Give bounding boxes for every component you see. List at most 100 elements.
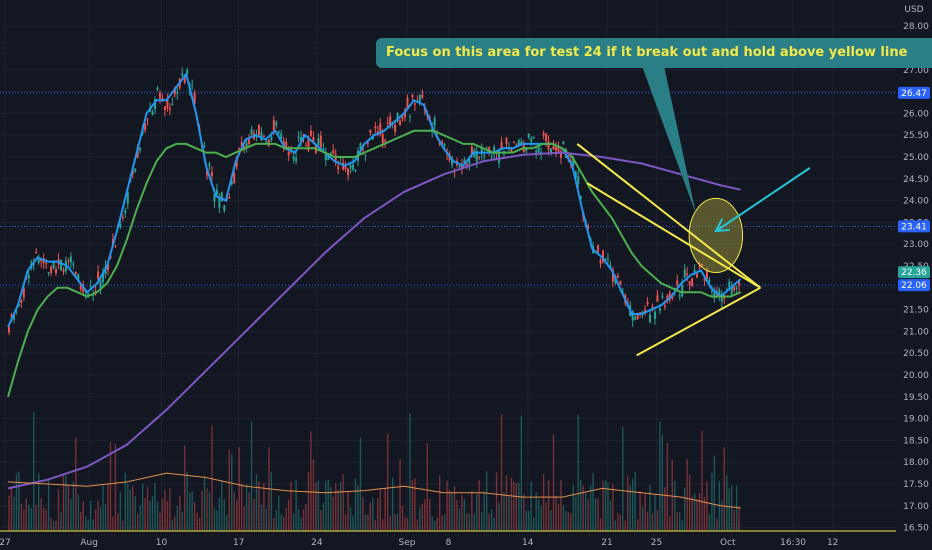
volume-bar xyxy=(609,500,612,531)
candle-body xyxy=(527,133,530,138)
candle-body xyxy=(277,131,280,134)
volume-bar xyxy=(114,443,117,531)
volume-bar xyxy=(332,496,334,531)
candle-body xyxy=(401,117,404,120)
series-line-ema_fast xyxy=(7,71,742,328)
volume-bar xyxy=(129,489,131,531)
candle-body xyxy=(158,92,161,99)
volume-bar xyxy=(94,509,97,531)
volume-bar xyxy=(184,445,186,531)
candle-body xyxy=(649,314,652,323)
volume-bar xyxy=(372,497,374,531)
candle-body xyxy=(102,271,105,282)
candle-body xyxy=(681,285,684,297)
candle-body xyxy=(215,189,218,195)
volume-bar xyxy=(260,505,263,531)
volume-bar xyxy=(634,471,636,531)
volume-bar xyxy=(733,509,735,531)
time-axis[interactable] xyxy=(0,532,896,550)
volume-bar xyxy=(258,481,260,531)
volume-bar xyxy=(193,502,196,531)
volume-bar xyxy=(265,508,268,531)
price-badge-label-2: 22.36 xyxy=(901,268,927,278)
volume-bar xyxy=(651,513,654,531)
candle-body xyxy=(658,308,661,311)
volume-bar xyxy=(349,507,352,531)
volume-bar xyxy=(503,492,505,531)
volume-bar xyxy=(297,509,300,531)
candle-body xyxy=(572,157,575,166)
candle-body xyxy=(364,154,367,156)
candle-body xyxy=(696,273,699,278)
volume-bar xyxy=(401,506,404,531)
volume-bar xyxy=(683,487,686,531)
candle-body xyxy=(233,173,236,184)
currency-label: USD xyxy=(904,5,923,15)
candle-body xyxy=(408,116,411,118)
candle-body xyxy=(500,142,503,149)
volume-bar xyxy=(201,490,203,531)
candle-body xyxy=(703,278,706,281)
candle-body xyxy=(220,192,223,202)
candle-body xyxy=(611,270,614,282)
volume-bar xyxy=(10,488,13,531)
candle-body xyxy=(297,136,300,138)
candle-body xyxy=(728,281,731,287)
volume-bar xyxy=(80,511,82,531)
volume-bar xyxy=(50,517,52,531)
volume-bar xyxy=(364,514,367,531)
volume-bar xyxy=(478,480,480,531)
candle-body xyxy=(460,165,463,169)
candle-body xyxy=(720,293,723,302)
volume-bar xyxy=(97,500,99,531)
series-line-ema_slow xyxy=(7,151,741,490)
volume-bar xyxy=(416,519,419,531)
volume-bar xyxy=(52,520,55,531)
volume-bar xyxy=(448,490,451,531)
volume-bar xyxy=(622,426,624,531)
candle-body xyxy=(124,210,127,214)
candle-body xyxy=(181,73,184,76)
candle-body xyxy=(176,91,179,94)
candle-body xyxy=(579,195,582,200)
candle-body xyxy=(678,295,681,297)
volume-bar xyxy=(221,480,223,531)
volume-bar xyxy=(701,430,703,531)
volume-bar xyxy=(171,519,174,531)
volume-bar xyxy=(693,493,696,531)
candle-body xyxy=(183,76,186,83)
volume-bar xyxy=(206,488,208,531)
volume-bar xyxy=(688,474,691,531)
volume-bars xyxy=(8,412,740,531)
y-tick-label-20: 18.00 xyxy=(903,458,929,468)
candle-body xyxy=(245,143,248,148)
volume-bar xyxy=(461,495,463,531)
volume-bar xyxy=(75,437,77,531)
volume-bar xyxy=(146,486,149,531)
volume-bar xyxy=(599,517,602,531)
volume-bar xyxy=(510,477,513,531)
volume-bar xyxy=(367,514,369,531)
y-tick-label-0: 28.00 xyxy=(903,22,929,32)
volume-bar xyxy=(188,492,191,531)
candle-body xyxy=(663,305,666,307)
volume-bar xyxy=(38,473,40,531)
volume-bar xyxy=(641,506,644,531)
candle-body xyxy=(708,279,711,282)
x-tick-label-5: Sep xyxy=(398,538,415,548)
volume-bar xyxy=(13,496,15,531)
volume-bar xyxy=(287,499,290,531)
candle-body xyxy=(517,140,520,146)
volume-bar xyxy=(644,494,646,531)
volume-bar xyxy=(352,515,354,531)
volume-bar xyxy=(466,513,468,531)
volume-bar xyxy=(594,498,597,531)
candle-body xyxy=(267,139,270,146)
volume-bar xyxy=(540,505,542,531)
candle-body xyxy=(89,285,92,287)
candle-body xyxy=(473,149,476,158)
volume-bar xyxy=(191,491,193,531)
candle-body xyxy=(616,275,619,278)
candle-body xyxy=(512,141,515,143)
